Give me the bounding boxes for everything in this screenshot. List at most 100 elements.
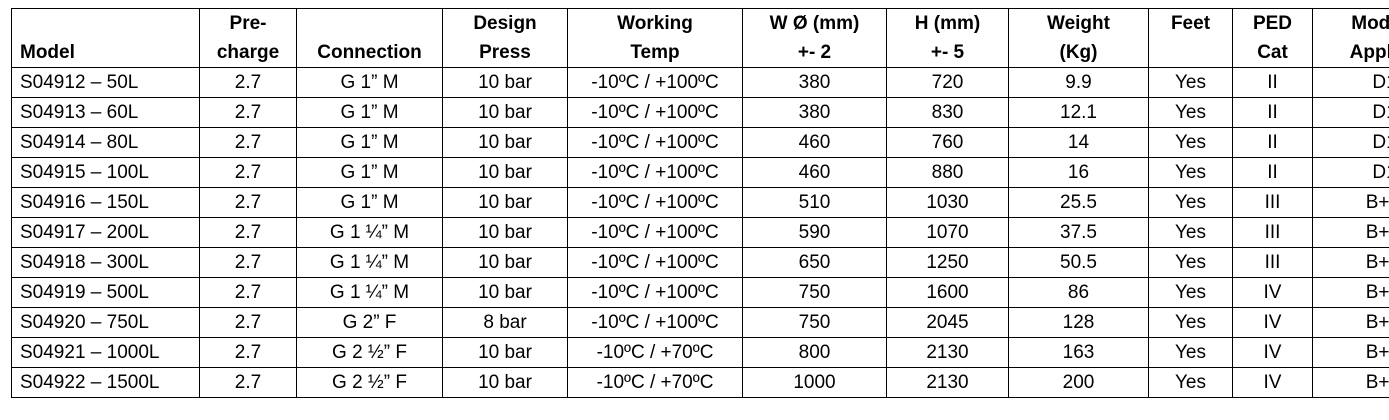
cell-weight: 37.5 xyxy=(1008,217,1149,248)
cell-model: S04916 – 150L xyxy=(11,187,200,218)
header-line-1: Module xyxy=(1351,13,1389,34)
header-line-1: W Ø (mm) xyxy=(769,13,860,34)
spec-table-container: Model Pre- charge Connection Design Pres… xyxy=(11,8,1389,398)
cell-precharge: 2.7 xyxy=(199,277,297,308)
cell-design-press: 8 bar xyxy=(442,307,568,338)
table-row: S04919 – 500L 2.7 G 1 ¼” M 10 bar -10ºC / +1… xyxy=(11,277,1389,308)
header-line-2: Applied xyxy=(1349,42,1389,63)
cell-connection: G 1 ¼” M xyxy=(296,277,443,308)
cell-feet: Yes xyxy=(1148,217,1233,248)
cell-ped-cat: II xyxy=(1232,127,1313,158)
cell-connection: G 1” M xyxy=(296,157,443,188)
cell-ped-cat: II xyxy=(1232,67,1313,98)
table-row: S04921 – 1000L 2.7 G 2 ½” F 10 bar -10ºC / +… xyxy=(11,337,1389,368)
cell-weight: 14 xyxy=(1008,127,1149,158)
cell-working-temp: -10ºC / +100ºC xyxy=(567,67,743,98)
table-row: S04914 – 80L 2.7 G 1” M 10 bar -10ºC / +100º… xyxy=(11,127,1389,158)
cell-working-temp: -10ºC / +100ºC xyxy=(567,187,743,218)
cell-precharge: 2.7 xyxy=(199,217,297,248)
cell-width: 800 xyxy=(742,337,887,368)
cell-width: 510 xyxy=(742,187,887,218)
cell-feet: Yes xyxy=(1148,67,1233,98)
cell-weight: 200 xyxy=(1008,367,1149,398)
cell-working-temp: -10ºC / +100ºC xyxy=(567,307,743,338)
table-row: S04918 – 300L 2.7 G 1 ¼” M 10 bar -10ºC / +1… xyxy=(11,247,1389,278)
cell-model: S04922 – 1500L xyxy=(11,367,200,398)
cell-height: 2130 xyxy=(886,337,1009,368)
cell-connection: G 2” F xyxy=(296,307,443,338)
cell-module-applied: B+D xyxy=(1312,337,1389,368)
cell-feet: Yes xyxy=(1148,247,1233,278)
header-line-1: Design xyxy=(473,13,537,34)
cell-weight: 128 xyxy=(1008,307,1149,338)
cell-feet: Yes xyxy=(1148,127,1233,158)
cell-feet: Yes xyxy=(1148,277,1233,308)
cell-ped-cat: IV xyxy=(1232,337,1313,368)
cell-precharge: 2.7 xyxy=(199,67,297,98)
cell-working-temp: -10ºC / +100ºC xyxy=(567,217,743,248)
cell-weight: 16 xyxy=(1008,157,1149,188)
cell-height: 1030 xyxy=(886,187,1009,218)
cell-height: 760 xyxy=(886,127,1009,158)
cell-model: S04917 – 200L xyxy=(11,217,200,248)
header-line-2: Temp xyxy=(630,42,680,63)
cell-width: 1000 xyxy=(742,367,887,398)
cell-height: 2045 xyxy=(886,307,1009,338)
cell-precharge: 2.7 xyxy=(199,247,297,278)
cell-model: S04919 – 500L xyxy=(11,277,200,308)
cell-width: 650 xyxy=(742,247,887,278)
cell-width: 380 xyxy=(742,67,887,98)
cell-connection: G 2 ½” F xyxy=(296,367,443,398)
cell-design-press: 10 bar xyxy=(442,217,568,248)
cell-width: 380 xyxy=(742,97,887,128)
header-cell-height: H (mm) +- 5 xyxy=(886,8,1009,68)
cell-module-applied: D1 xyxy=(1312,97,1389,128)
cell-height: 880 xyxy=(886,157,1009,188)
cell-module-applied: B+D xyxy=(1312,217,1389,248)
cell-design-press: 10 bar xyxy=(442,277,568,308)
header-line-1: Working xyxy=(617,13,693,34)
cell-model: S04914 – 80L xyxy=(11,127,200,158)
cell-height: 1600 xyxy=(886,277,1009,308)
cell-height: 830 xyxy=(886,97,1009,128)
table-row: S04912 – 50L 2.7 G 1” M 10 bar -10ºC / +100º… xyxy=(11,67,1389,98)
header-cell-precharge: Pre- charge xyxy=(199,8,297,68)
cell-precharge: 2.7 xyxy=(199,97,297,128)
cell-width: 750 xyxy=(742,277,887,308)
cell-precharge: 2.7 xyxy=(199,307,297,338)
header-line-1: Weight xyxy=(1047,13,1110,34)
cell-feet: Yes xyxy=(1148,367,1233,398)
header-cell-module-applied: Module Applied xyxy=(1312,8,1389,68)
cell-feet: Yes xyxy=(1148,187,1233,218)
cell-model: S04921 – 1000L xyxy=(11,337,200,368)
cell-precharge: 2.7 xyxy=(199,337,297,368)
cell-width: 460 xyxy=(742,157,887,188)
cell-weight: 50.5 xyxy=(1008,247,1149,278)
cell-feet: Yes xyxy=(1148,157,1233,188)
header-row: Model Pre- charge Connection Design Pres… xyxy=(11,8,1389,68)
header-line-2: Model xyxy=(20,42,75,63)
cell-module-applied: B+D xyxy=(1312,247,1389,278)
header-line-1: H (mm) xyxy=(914,13,981,34)
cell-weight: 12.1 xyxy=(1008,97,1149,128)
cell-design-press: 10 bar xyxy=(442,337,568,368)
cell-design-press: 10 bar xyxy=(442,157,568,188)
cell-connection: G 1 ¼” M xyxy=(296,247,443,278)
header-line-2: Cat xyxy=(1257,42,1288,63)
table-row: S04913 – 60L 2.7 G 1” M 10 bar -10ºC / +100º… xyxy=(11,97,1389,128)
header-line-2: Connection xyxy=(317,42,422,63)
header-line-2: +- 2 xyxy=(797,42,832,63)
cell-module-applied: B+D xyxy=(1312,187,1389,218)
header-line-2: +- 5 xyxy=(930,42,965,63)
cell-module-applied: B+D xyxy=(1312,307,1389,338)
cell-connection: G 1” M xyxy=(296,97,443,128)
cell-weight: 9.9 xyxy=(1008,67,1149,98)
cell-height: 2130 xyxy=(886,367,1009,398)
cell-width: 590 xyxy=(742,217,887,248)
cell-design-press: 10 bar xyxy=(442,67,568,98)
cell-module-applied: D1 xyxy=(1312,127,1389,158)
cell-connection: G 1 ¼” M xyxy=(296,217,443,248)
header-cell-connection: Connection xyxy=(296,8,443,68)
cell-ped-cat: II xyxy=(1232,97,1313,128)
cell-module-applied: B+D xyxy=(1312,277,1389,308)
